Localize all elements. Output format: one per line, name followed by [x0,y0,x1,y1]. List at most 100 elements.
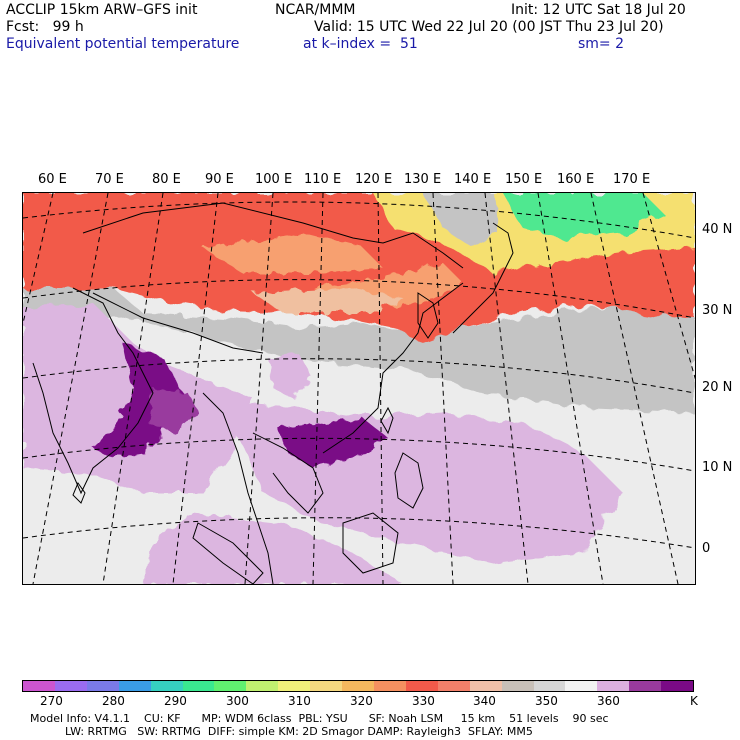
colorbar-swatch [565,681,598,691]
lon-label: 80 E [152,172,181,187]
colorbar-swatch [86,681,119,691]
colorbar-label: 280 [102,694,125,708]
lat-label: 0 [702,541,711,556]
meridian-140e [484,193,529,584]
lon-label: 120 E [355,172,393,187]
lon-label: 90 E [205,172,234,187]
coastline-sumatra [192,522,264,584]
coastline-taiwan [380,406,394,435]
colorbar-label: 270 [40,694,63,708]
field-name: Equivalent potential temperature [6,36,240,52]
model-title: ACCLIP 15km ARW–GFS init [6,2,198,18]
colorbar-swatch [118,681,151,691]
field-green-ne [503,193,663,238]
coastline-philippines [394,452,424,509]
field-lavender-south [143,513,403,584]
colorbar-unit: K [690,694,698,708]
graticule [23,193,695,584]
colorbar-label: 360 [597,694,620,708]
field-orange-streak-1 [203,233,383,273]
lon-label: 160 E [557,172,595,187]
colorbar-swatch [501,681,534,691]
coastline-borneo [342,512,399,574]
meridian-90e [172,193,219,584]
colorbar-swatch [54,681,87,691]
colorbar-swatch [533,681,566,691]
colorbar-label: 300 [226,694,249,708]
map-panel [22,192,696,585]
lat-label: 40 N [702,222,733,237]
colorbar-swatch [150,681,183,691]
coastline-korea [417,292,439,339]
colorbar-swatch [373,681,406,691]
forecast-hour: Fcst: 99 h [6,19,84,35]
colorbar-label: 310 [288,694,311,708]
colorbar-swatch [214,681,247,691]
smoothing-label: sm= 2 [578,36,625,52]
field-lavender-tibet [268,353,313,398]
field-magenta-bay [148,388,198,433]
institution-label: NCAR/MMM [275,2,356,18]
level-label: at k–index = 51 [303,36,418,52]
meridian-170e [642,193,695,380]
parallel-40n [23,201,695,239]
lon-label: 150 E [505,172,543,187]
colorbar-swatch [310,681,343,691]
lon-label: 60 E [38,172,67,187]
lon-label: 140 E [454,172,492,187]
meridian-70e [32,193,109,584]
colorbar-label: 320 [350,694,373,708]
meridian-60e [23,193,54,326]
meridian-160e [590,193,679,584]
model-info-line1: Model Info: V4.1.1 CU: KF MP: WDM 6class… [30,712,609,725]
field-purple-indochina [278,418,388,468]
meridian-120e [377,193,384,584]
colorbar-swatch [629,681,662,691]
meridian-150e [537,193,604,584]
parallel-30n [23,279,695,319]
lon-label: 100 E [255,172,293,187]
colorbar-swatch [469,681,502,691]
colorbar-swatch [182,681,215,691]
colorbar-swatch [278,681,311,691]
colorbar [22,680,694,692]
meridian-110e [312,193,324,584]
border-china-north [82,202,464,269]
model-info-line2: LW: RRTMG SW: RRTMG DIFF: simple KM: 2D … [30,725,533,738]
colorbar-swatch [405,681,438,691]
coastline-seasia [202,392,274,584]
coastline-srilanka [72,481,86,504]
init-time: Init: 12 UTC Sat 18 Jul 20 [511,2,686,18]
meridian-130e [432,193,454,584]
field-gray-band [23,288,695,413]
coastline-china [322,282,464,454]
colorbar-swatch [246,681,279,691]
coastline-indochina [252,432,324,514]
colorbar-swatch [661,681,694,691]
border-himalaya [92,292,264,354]
valid-time: Valid: 15 UTC Wed 22 Jul 20 (00 JST Thu … [314,19,664,35]
colorbar-swatch [597,681,630,691]
coastline-india [32,287,154,495]
lon-label: 70 E [95,172,124,187]
meridian-100e [244,193,274,584]
colorbar-label: 290 [164,694,187,708]
lon-label: 170 E [613,172,651,187]
colorbar-label: 330 [412,694,435,708]
colorbar-label: 350 [535,694,558,708]
lat-label: 30 N [702,303,733,318]
lon-label: 110 E [304,172,342,187]
colorbar-swatch [342,681,374,691]
coastline-japan [452,222,514,334]
colorbar-swatch [437,681,470,691]
field-peach-streak [253,288,403,313]
colorbar-swatch [23,681,55,691]
parallel-10n [23,437,695,472]
lat-label: 20 N [702,380,733,395]
colorbar-label: 340 [473,694,496,708]
field-purple-india [93,343,183,458]
coastlines [32,202,514,584]
parallel-0 [23,517,695,549]
lon-label: 130 E [404,172,442,187]
lat-label: 10 N [702,460,733,475]
